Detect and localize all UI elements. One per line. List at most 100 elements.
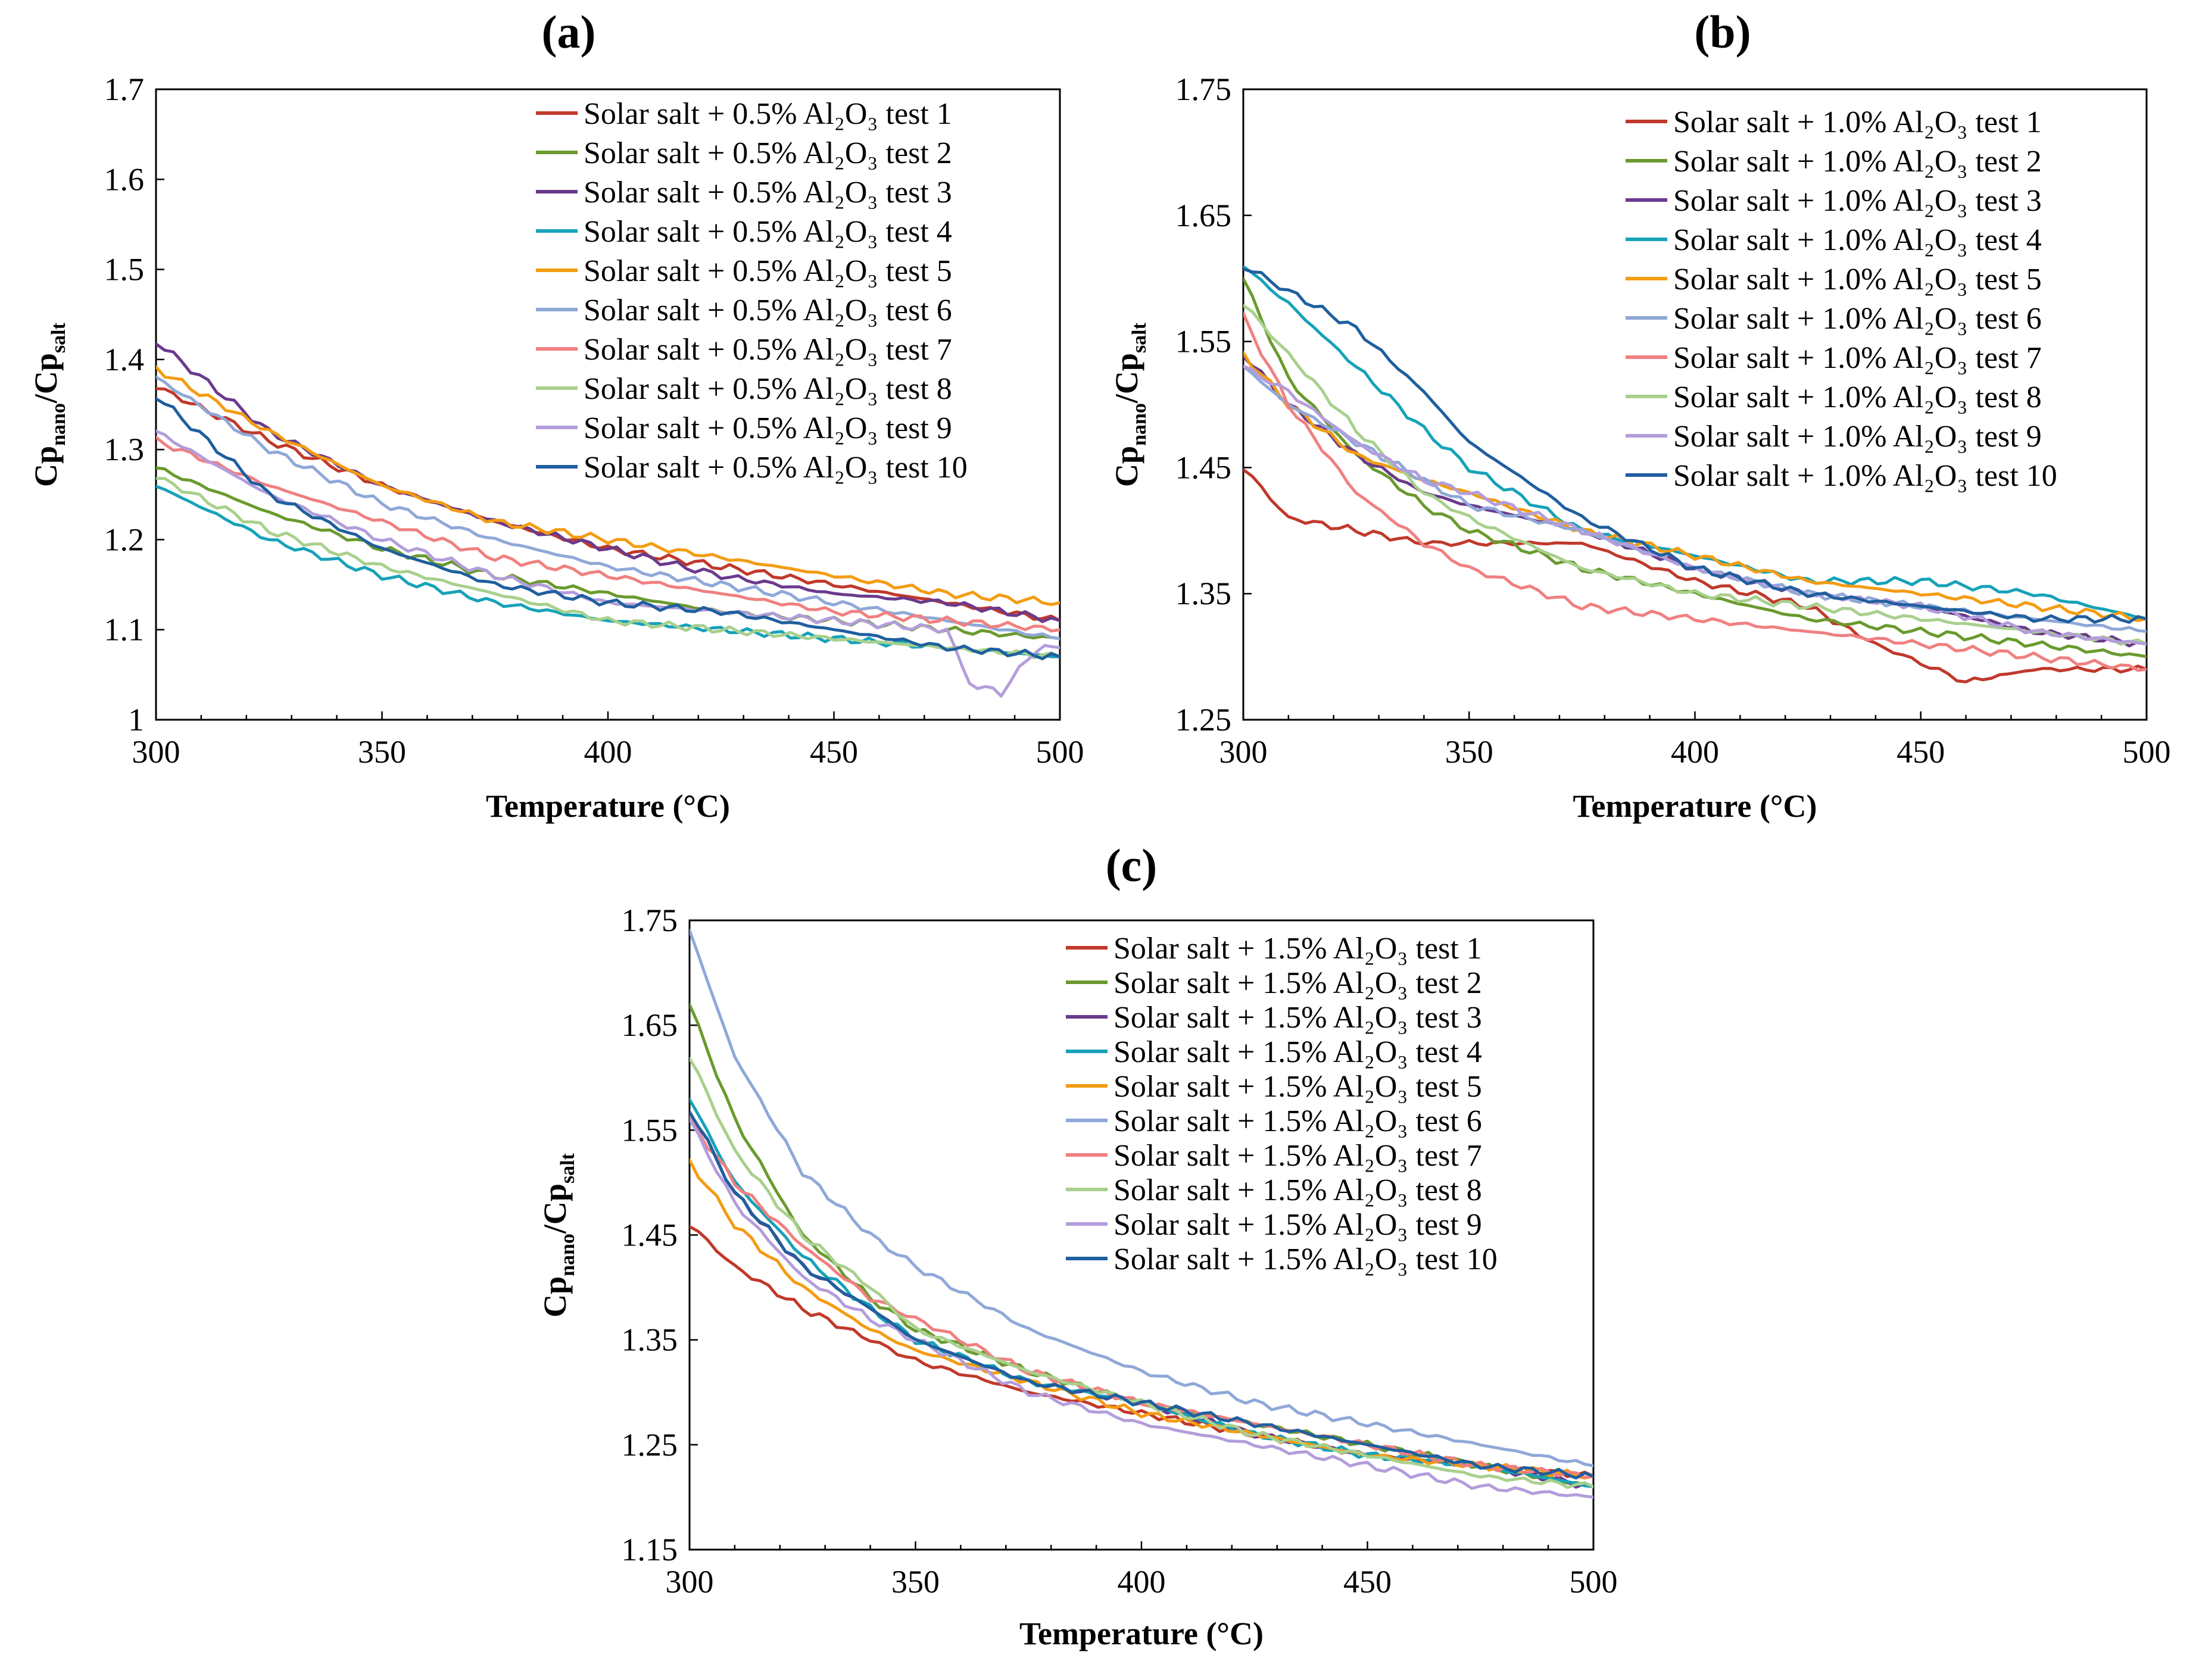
y-axis-title: Cpnano/Cpsalt — [28, 322, 70, 487]
y-tick-label: 1.45 — [1175, 449, 1232, 485]
y-tick-label: 1.2 — [104, 522, 145, 557]
y-tick-label: 1.25 — [1175, 702, 1232, 738]
x-tick-label: 300 — [1219, 734, 1268, 770]
panel-label: (b) — [1694, 6, 1751, 58]
series-group — [690, 929, 1593, 1499]
series-line-test-4 — [156, 485, 1060, 658]
y-tick-label: 1.4 — [104, 342, 145, 377]
legend-label: Solar salt + 1.5% Al₂O₃ test 10 — [1113, 1242, 1498, 1276]
x-tick-label: 400 — [1118, 1564, 1166, 1600]
y-tick-label: 1 — [128, 702, 144, 738]
series-line-test-7 — [1243, 311, 2147, 672]
legend-label: Solar salt + 0.5% Al₂O₃ test 3 — [584, 176, 952, 210]
legend-label: Solar salt + 1.5% Al₂O₃ test 4 — [1113, 1035, 1482, 1069]
legend-label: Solar salt + 0.5% Al₂O₃ test 2 — [584, 136, 952, 170]
x-tick-label: 450 — [1896, 734, 1945, 770]
series-line-test-9 — [156, 429, 1060, 698]
x-tick-label: 350 — [891, 1564, 940, 1600]
y-tick-label: 1.35 — [1175, 576, 1232, 611]
legend-label: Solar salt + 1.0% Al₂O₃ test 8 — [1673, 380, 2042, 414]
y-tick-label: 1.35 — [622, 1322, 678, 1358]
x-axis-title: Temperature (°C) — [486, 788, 730, 824]
legend-label: Solar salt + 1.5% Al₂O₃ test 1 — [1113, 932, 1482, 966]
legend-label: Solar salt + 1.5% Al₂O₃ test 8 — [1113, 1173, 1482, 1207]
x-tick-label: 500 — [2123, 734, 2171, 770]
chart-panel-3: (c) 300 350 400 450 500 1.15 1.25 1.35 1.45 1.55 1.… — [537, 839, 1618, 1651]
x-tick-label: 400 — [584, 734, 632, 770]
y-tick-label: 1.7 — [104, 71, 145, 107]
series-group — [1243, 265, 2147, 683]
series-line-test-10 — [156, 397, 1060, 660]
legend: Solar salt + 0.5% Al₂O₃ test 1 Solar salt… — [536, 97, 968, 485]
legend: Solar salt + 1.0% Al₂O₃ test 1 Solar salt… — [1626, 105, 2057, 493]
y-tick-label: 1.55 — [1175, 324, 1232, 360]
x-tick-label: 350 — [358, 734, 406, 770]
y-tick-label: 1.6 — [104, 161, 145, 197]
legend-label: Solar salt + 1.5% Al₂O₃ test 7 — [1113, 1139, 1482, 1173]
legend-label: Solar salt + 1.0% Al₂O₃ test 1 — [1673, 105, 2042, 139]
x-axis-title: Temperature (°C) — [1573, 788, 1817, 824]
y-tick-label: 1.1 — [104, 612, 145, 648]
series-line-test-5 — [156, 365, 1060, 607]
x-tick-label: 450 — [810, 734, 858, 770]
series-group — [156, 342, 1060, 698]
x-tick-label: 500 — [1570, 1564, 1618, 1600]
series-line-test-5 — [1243, 351, 2147, 622]
legend-label: Solar salt + 1.0% Al₂O₃ test 3 — [1673, 184, 2042, 218]
legend-label: Solar salt + 1.5% Al₂O₃ test 2 — [1113, 966, 1482, 1000]
y-tick-label: 1.55 — [622, 1112, 678, 1148]
legend-label: Solar salt + 0.5% Al₂O₃ test 6 — [584, 293, 952, 327]
legend-label: Solar salt + 1.0% Al₂O₃ test 7 — [1673, 341, 2042, 375]
series-line-test-8 — [690, 1057, 1593, 1489]
panel-label: (c) — [1106, 839, 1158, 891]
y-axis-title: Cpnano/Cpsalt — [1109, 322, 1150, 487]
x-tick-label: 400 — [1671, 734, 1719, 770]
y-tick-label: 1.45 — [622, 1217, 678, 1253]
legend-label: Solar salt + 1.5% Al₂O₃ test 5 — [1113, 1070, 1482, 1104]
legend-label: Solar salt + 1.5% Al₂O₃ test 9 — [1113, 1208, 1482, 1242]
series-line-test-10 — [690, 1110, 1593, 1480]
series-line-test-6 — [690, 929, 1593, 1467]
y-tick-label: 1.65 — [622, 1007, 678, 1043]
legend-label: Solar salt + 1.0% Al₂O₃ test 2 — [1673, 145, 2042, 179]
series-line-test-8 — [156, 477, 1060, 660]
series-line-test-1 — [156, 387, 1060, 623]
chart-panel-2: (b) 300 350 400 450 500 1.25 1.35 1.45 1.55 1.65 1.… — [1109, 6, 2171, 824]
legend-label: Solar salt + 0.5% Al₂O₃ test 4 — [584, 215, 952, 249]
y-tick-label: 1.25 — [622, 1427, 678, 1463]
legend-label: Solar salt + 1.0% Al₂O₃ test 6 — [1673, 302, 2042, 336]
x-tick-label: 350 — [1445, 734, 1493, 770]
x-tick-label: 500 — [1036, 734, 1084, 770]
x-tick-label: 300 — [666, 1564, 714, 1600]
legend-label: Solar salt + 0.5% Al₂O₃ test 7 — [584, 333, 952, 367]
y-tick-label: 1.75 — [1175, 71, 1232, 107]
chart-panel-1: (a) 300 350 400 450 500 1 1.1 1.2 1.3 1.4 1.5 1.6 1.7… — [28, 6, 1084, 824]
legend-label: Solar salt + 1.5% Al₂O₃ test 6 — [1113, 1104, 1482, 1138]
series-line-test-7 — [156, 436, 1060, 633]
series-line-test-10 — [1243, 267, 2147, 624]
legend-label: Solar salt + 0.5% Al₂O₃ test 10 — [584, 451, 968, 485]
x-tick-label: 450 — [1343, 1564, 1392, 1600]
legend-label: Solar salt + 1.0% Al₂O₃ test 5 — [1673, 263, 2042, 296]
y-tick-label: 1.65 — [1175, 198, 1232, 233]
legend-label: Solar salt + 0.5% Al₂O₃ test 1 — [584, 97, 952, 131]
y-tick-label: 1.75 — [622, 903, 678, 938]
panel-label: (a) — [542, 6, 596, 58]
legend-label: Solar salt + 1.0% Al₂O₃ test 4 — [1673, 223, 2042, 257]
legend-label: Solar salt + 1.0% Al₂O₃ test 9 — [1673, 420, 2042, 454]
x-axis-title: Temperature (°C) — [1019, 1616, 1264, 1651]
series-line-test-1 — [1243, 468, 2147, 683]
y-tick-label: 1.5 — [104, 252, 145, 288]
series-line-test-4 — [1243, 265, 2147, 621]
x-tick-label: 300 — [132, 734, 180, 770]
legend-label: Solar salt + 0.5% Al₂O₃ test 8 — [584, 372, 952, 406]
series-line-test-8 — [1243, 304, 2147, 646]
y-axis-title: Cpnano/Cpsalt — [537, 1153, 579, 1317]
legend-label: Solar salt + 0.5% Al₂O₃ test 9 — [584, 411, 952, 445]
legend-label: Solar salt + 1.5% Al₂O₃ test 3 — [1113, 1001, 1482, 1035]
legend-label: Solar salt + 0.5% Al₂O₃ test 5 — [584, 254, 952, 288]
y-tick-label: 1.15 — [622, 1532, 678, 1567]
y-tick-label: 1.3 — [104, 432, 145, 467]
